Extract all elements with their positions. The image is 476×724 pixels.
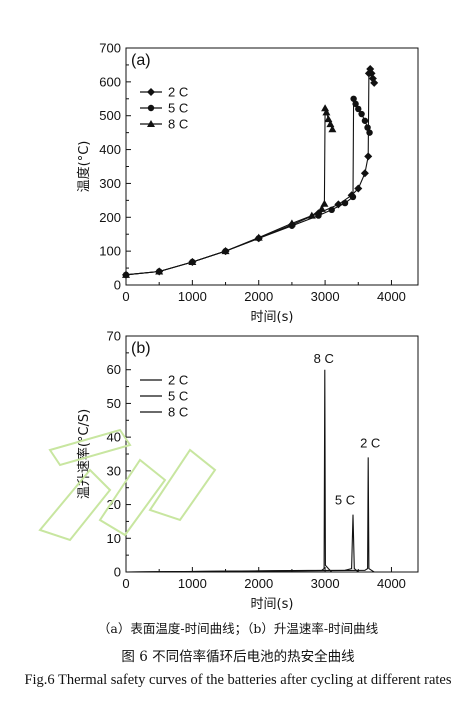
a-legend-label-1: 5 C	[168, 101, 188, 116]
a-series-2C-line	[125, 67, 375, 276]
figure-title-chinese: 图 6 不同倍率循环后电池的热安全曲线	[121, 649, 355, 665]
a-legend-marker-2	[147, 120, 155, 127]
b-x-tick-label: 3000	[311, 576, 340, 591]
b-y-tick-label: 50	[107, 396, 121, 411]
b-x-tick-label: 2000	[244, 576, 273, 591]
a-y-tick-label: 500	[99, 108, 121, 123]
a-series-8C-point	[287, 219, 296, 227]
figure-subcaption: （a）表面温度-时间曲线；（b）升温速率-时间曲线	[97, 621, 379, 636]
a-series-8C-point	[188, 257, 197, 265]
a-series-5C-point	[366, 129, 373, 136]
a-series-5C-point	[328, 206, 335, 214]
a-x-axis-title: 时间(s)	[251, 310, 294, 325]
chart-panel-a: 0 1000 2000 3000 4000 0 100 200 300 400 500 600 700 时…	[76, 41, 419, 325]
a-series-8C-point	[254, 233, 263, 241]
b-x-tick-label: 0	[122, 576, 129, 591]
figure: 0 1000 2000 3000 40000100200300400500600700时…	[76, 41, 419, 610]
a-y-tick-label: 700	[99, 41, 121, 56]
a-x-tick-label: 2000	[244, 289, 273, 304]
b-legend-label-1: 5 C	[168, 389, 188, 404]
a-series-8C-point	[317, 204, 326, 212]
a-x-tick-label: 4000	[377, 289, 406, 304]
a-series-2C-point	[354, 184, 363, 193]
b-annotation-1: 5 C	[335, 493, 355, 508]
b-series-2C-line	[125, 457, 375, 573]
a-y-tick-label: 400	[99, 142, 121, 157]
a-x-tick-label: 1000	[178, 289, 207, 304]
a-series-8C-point	[155, 267, 164, 275]
a-series-5C-point	[352, 100, 359, 108]
a-series-5C-point	[350, 95, 357, 102]
a-series-5C-point	[315, 212, 322, 219]
a-series-5C-point	[361, 117, 369, 124]
b-y-tick-label: 30	[107, 463, 121, 478]
a-series-5C-point	[364, 124, 371, 131]
a-legend-marker-1	[147, 104, 155, 112]
a-series-8C-point	[321, 104, 330, 112]
b-x-tick-label: 1000	[178, 576, 207, 591]
b-legend-label-2: 8 C	[168, 405, 188, 420]
a-y-axis-title: 温度(°C)	[76, 141, 92, 193]
a-y-tick-label: 300	[99, 176, 121, 191]
a-series-8C-point	[307, 211, 316, 219]
b-annotation-0: 8 C	[314, 351, 334, 366]
a-series-2C-point	[364, 152, 373, 161]
b-y-tick-label: 40	[107, 430, 121, 445]
a-series-8C-point	[322, 108, 331, 116]
b-y-tick-label: 10	[107, 531, 121, 546]
a-series-8C-line	[125, 108, 333, 276]
a-series-5C-point	[358, 110, 365, 118]
a-series-8C-point	[328, 125, 337, 133]
a-series-8C-point	[320, 199, 329, 207]
a-panel-label: (a)	[131, 52, 151, 69]
a-series-8C-point	[122, 270, 130, 278]
b-legend-label-0: 2 C	[168, 373, 188, 388]
a-series-8C-point	[324, 115, 333, 123]
a-series-2C-point	[370, 78, 379, 87]
a-y-tick-label: 100	[99, 244, 121, 259]
a-series-2C-point	[360, 169, 369, 178]
b-series-5C-line	[125, 514, 359, 573]
a-y-tick-label: 200	[99, 210, 121, 225]
b-series-8C-line	[125, 369, 333, 573]
b-x-axis-title: 时间(s)	[251, 597, 294, 610]
a-series-2C-point	[334, 200, 343, 209]
a-legend-marker-0	[147, 88, 155, 96]
b-y-tick-label: 70	[107, 329, 121, 344]
b-y-tick-label: 0	[114, 565, 121, 580]
a-legend-label-0: 2 C	[168, 85, 188, 100]
b-y-tick-label: 20	[107, 497, 121, 512]
a-x-tick-label: 0	[122, 289, 129, 304]
b-plot-frame	[125, 335, 419, 573]
a-series-8C-point	[221, 247, 230, 255]
figure-title-english: Fig.6 Thermal safety curves of the batte…	[24, 672, 452, 688]
a-x-tick-label: 3000	[311, 289, 340, 304]
b-y-tick-label: 60	[107, 362, 121, 377]
b-y-axis-title: 温升速率(°C/S)	[76, 409, 92, 499]
a-legend-label-2: 8 C	[168, 117, 188, 132]
a-y-tick-label: 600	[99, 74, 121, 89]
b-panel-label: (b)	[131, 340, 151, 357]
b-x-tick-label: 4000	[377, 576, 406, 591]
chart-panel-b: 0 1000 2000 3000 4000 0 10 20 30 40 50 60 70 时间(s) 温升速…	[76, 329, 419, 610]
a-series-5C-point	[349, 193, 357, 201]
a-series-5C-point	[355, 105, 362, 113]
a-series-5C-point	[341, 199, 349, 207]
b-annotation-2: 2 C	[360, 435, 380, 450]
a-y-tick-label: 0	[114, 278, 121, 293]
